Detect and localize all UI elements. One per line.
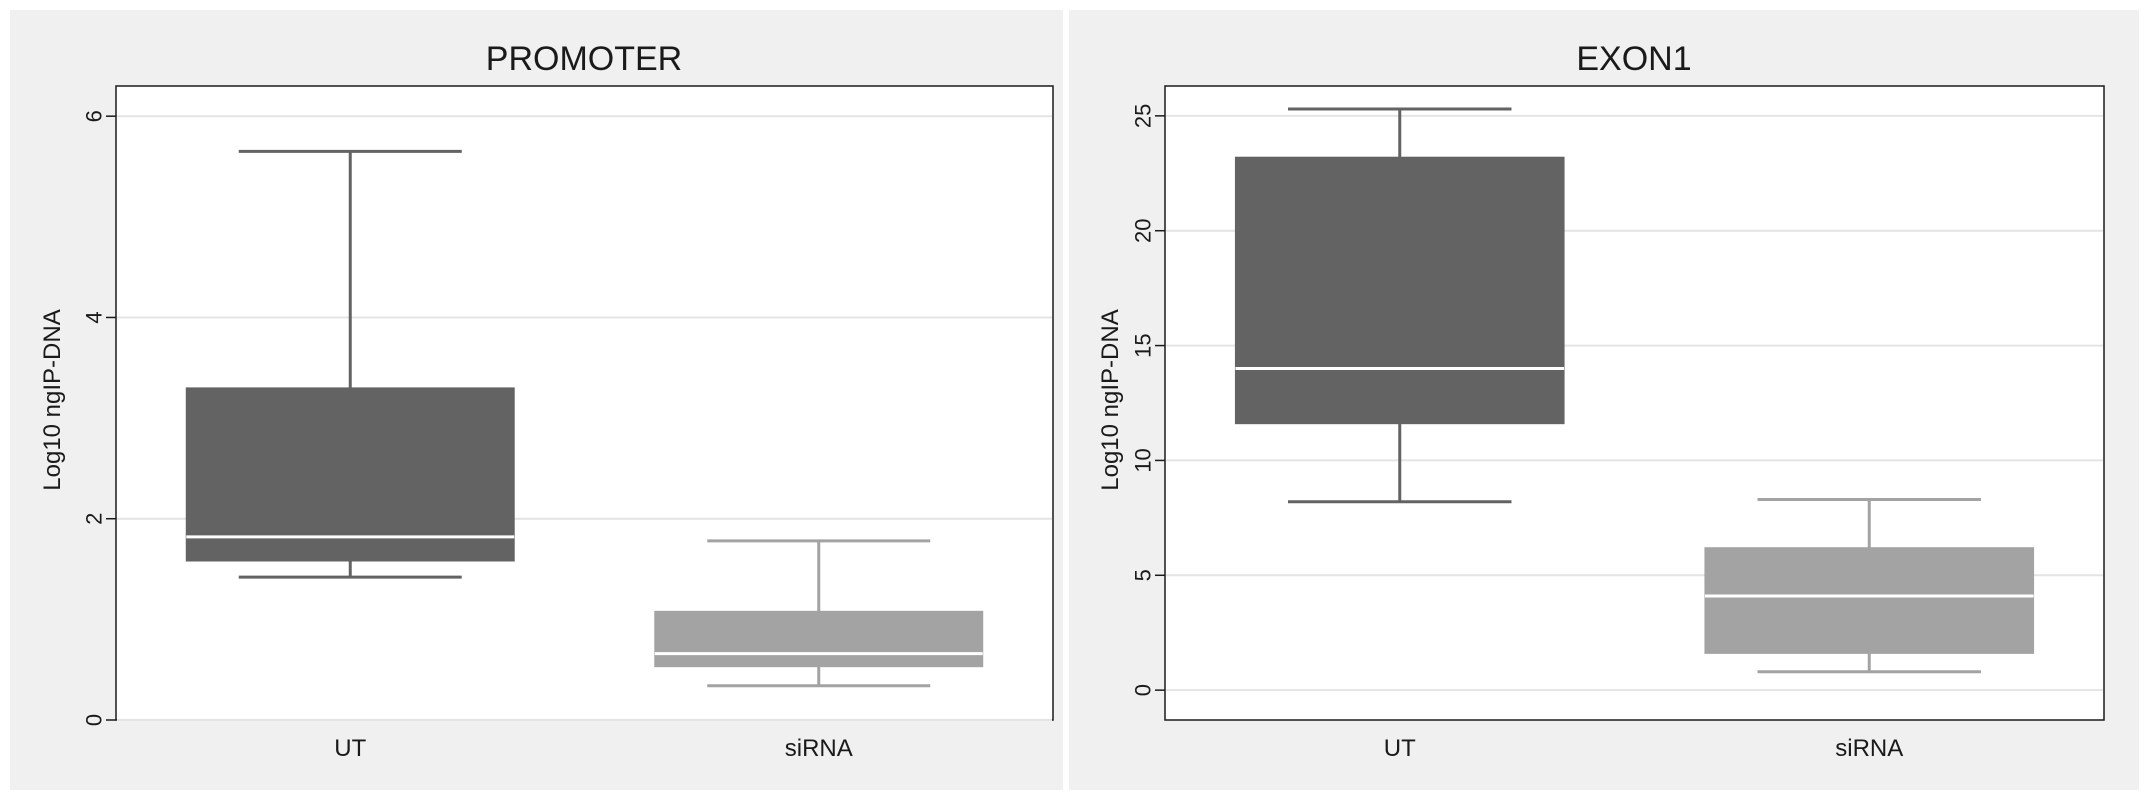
boxes: [185, 149, 984, 688]
y-tick-label: 5: [1131, 569, 1156, 581]
x-tick-label: UT: [1384, 735, 1416, 762]
y-tick-label: 0: [1131, 684, 1156, 696]
box-ut: [185, 149, 515, 579]
x-tick-label: siRNA: [785, 735, 853, 762]
y-tick-label: 2: [82, 513, 107, 525]
x-ticks: UT siRNA: [334, 735, 853, 762]
y-tick-label: 15: [1131, 333, 1156, 357]
chart-title: EXON1: [1576, 40, 1691, 78]
y-tick-label: 0: [82, 714, 107, 726]
panel-promoter: PROMOTER Log10 ngIP-DNA 0 2 4 6 UT siRNA: [10, 10, 1063, 790]
y-tick-label: 6: [82, 110, 107, 122]
y-axis-label: Log10 ngIP-DNA: [39, 309, 66, 490]
y-tick-label: 4: [82, 311, 107, 323]
box-sirna: [1704, 497, 2035, 674]
x-ticks: UT siRNA: [1384, 735, 1904, 762]
y-ticks: 0 5 10 15 20 25: [1131, 104, 1165, 696]
box-ut: [1234, 107, 1565, 504]
x-tick-label: siRNA: [1835, 735, 1903, 762]
y-axis-label: Log10 ngIP-DNA: [1097, 309, 1124, 490]
box-iqr: [185, 387, 515, 562]
y-tick-label: 25: [1131, 104, 1156, 128]
boxes: [1234, 107, 2035, 674]
x-tick-label: UT: [334, 735, 366, 762]
box-iqr: [1234, 156, 1565, 425]
panel-exon1: EXON1 Log10 ngIP-DNA 0 5 10 15 20 25 UT siRNA: [1069, 10, 2139, 790]
y-tick-label: 20: [1131, 218, 1156, 242]
chart-title: PROMOTER: [486, 40, 682, 78]
box-iqr: [1704, 547, 2035, 654]
y-tick-label: 10: [1131, 448, 1156, 472]
box-sirna: [654, 539, 984, 688]
box-iqr: [654, 610, 984, 668]
y-ticks: 0 2 4 6: [82, 110, 116, 726]
